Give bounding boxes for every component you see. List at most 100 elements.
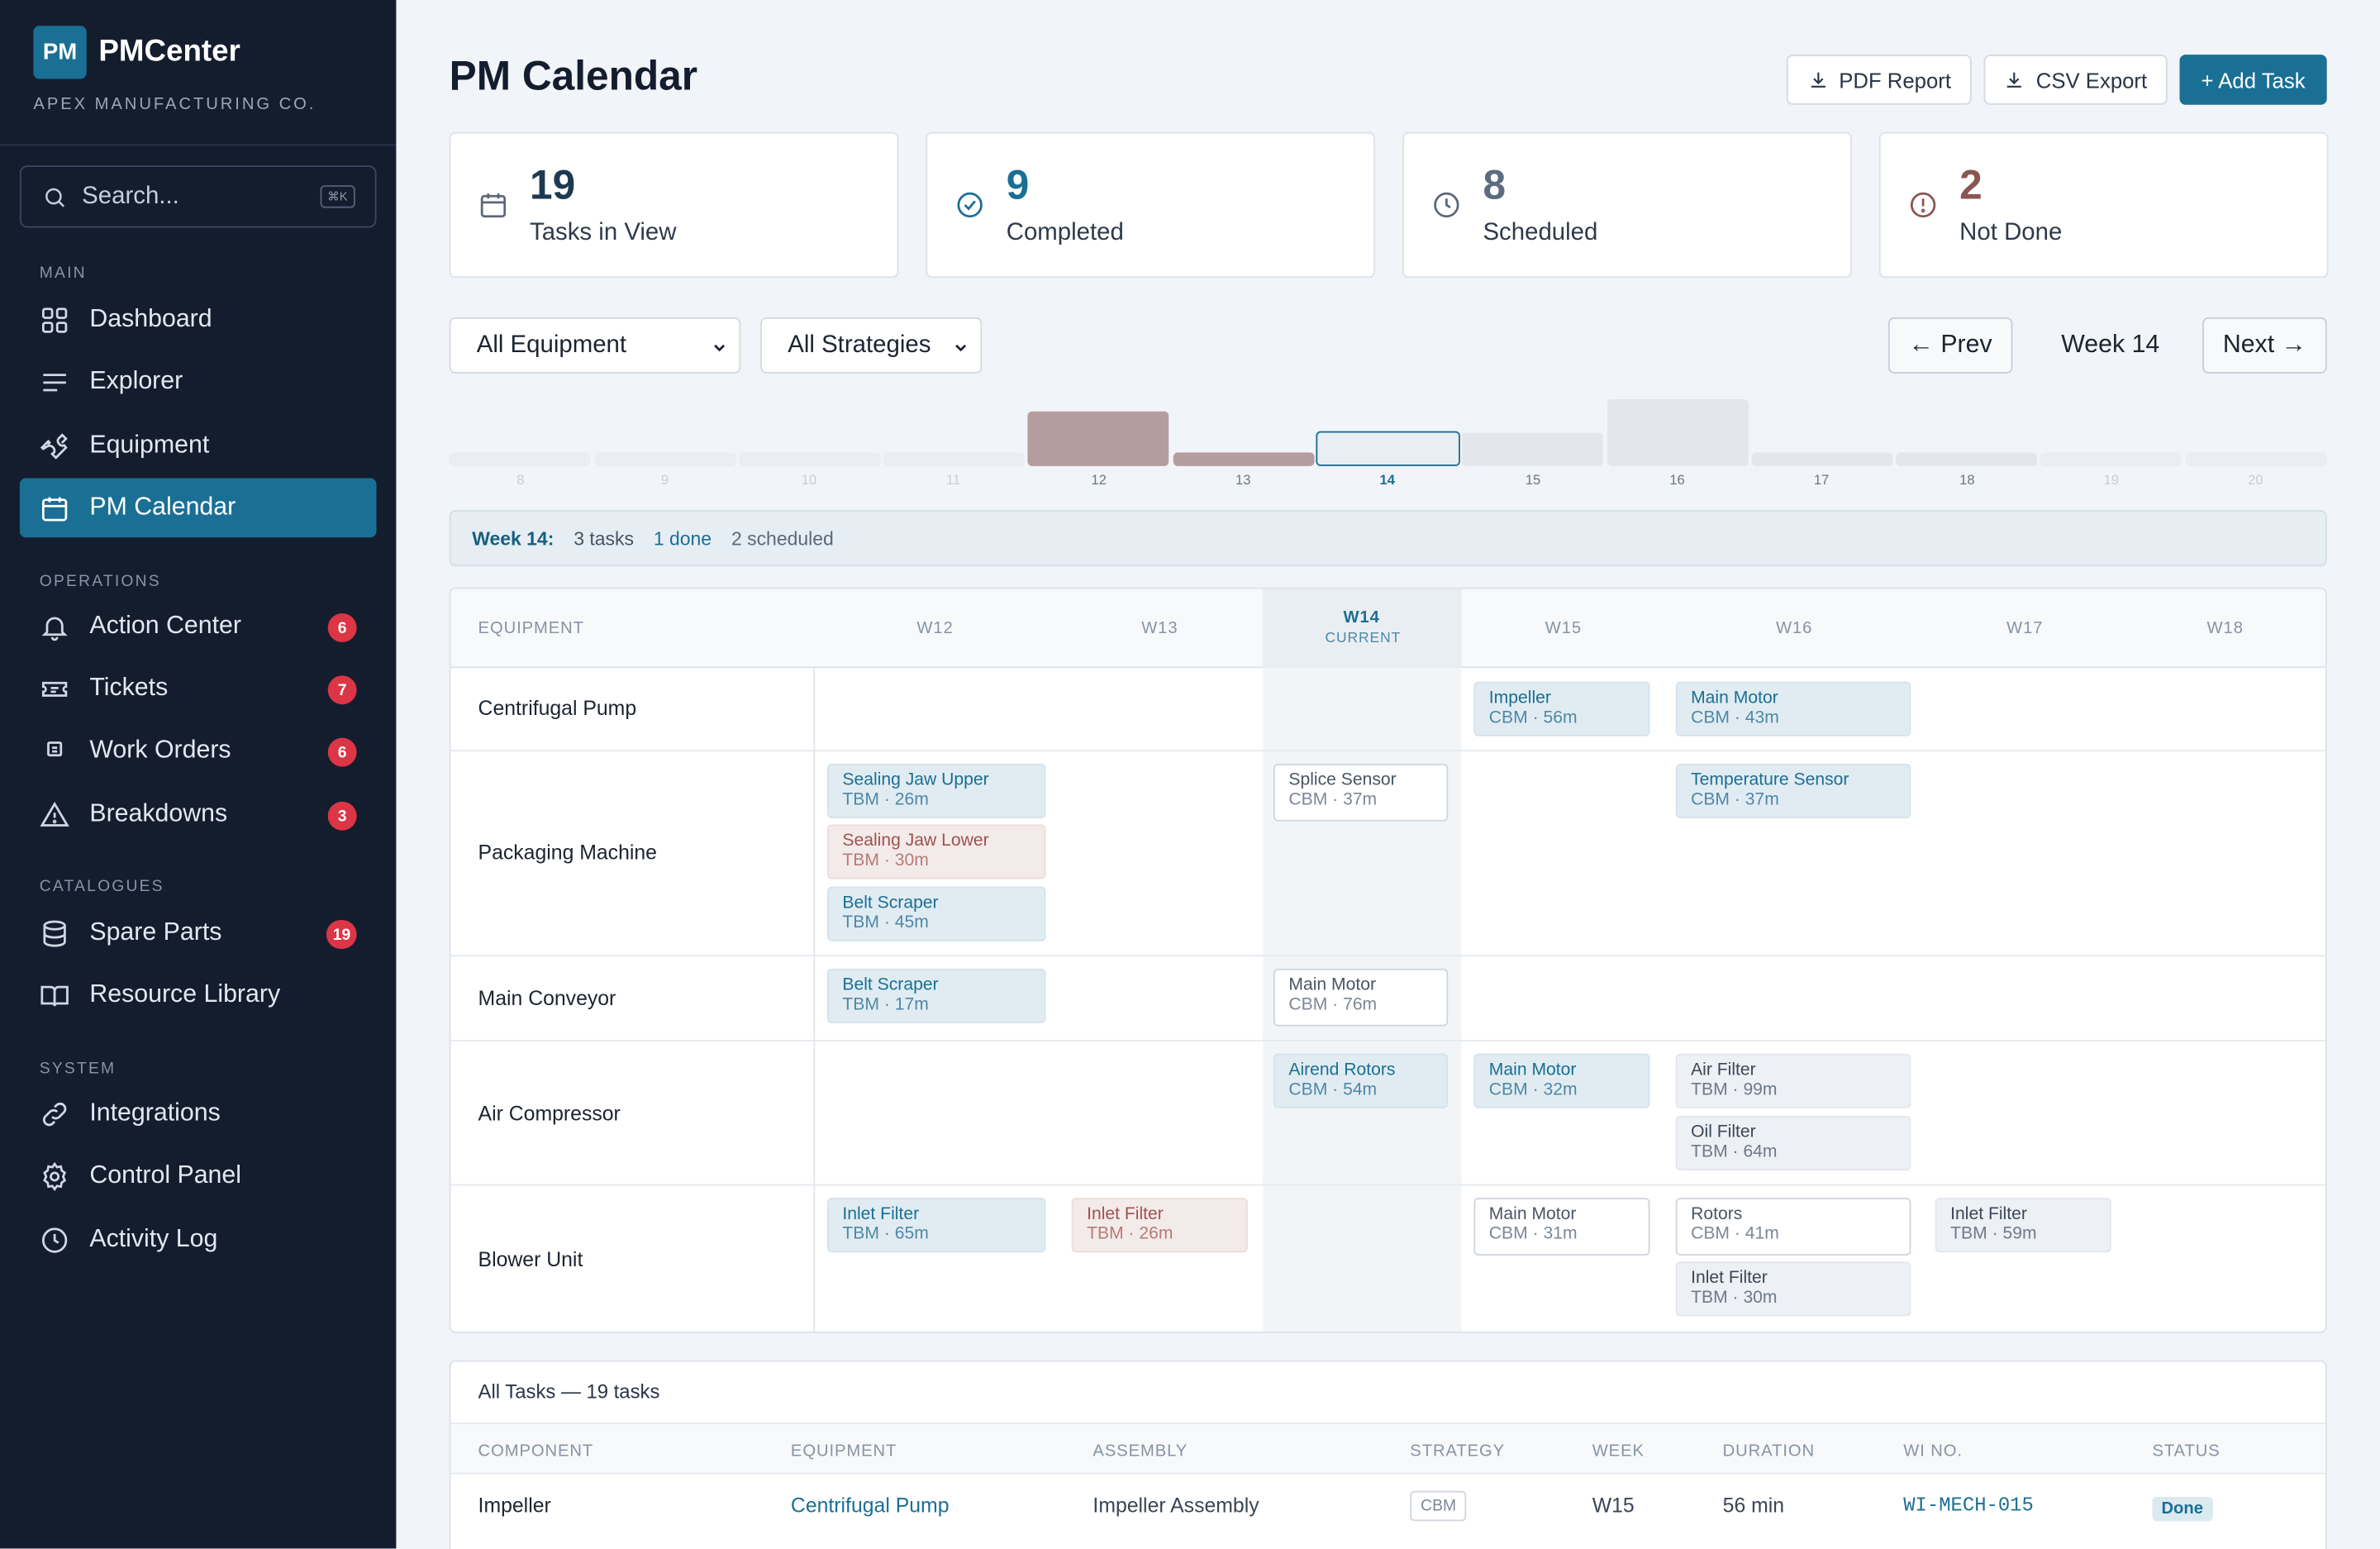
brand-name: PMCenter [98, 35, 240, 69]
grid-icon [41, 307, 68, 332]
cell-wi-link[interactable]: WI-MECH-015 [1903, 1494, 2034, 1517]
sidebar-item-pm-calendar[interactable]: PM Calendar [19, 478, 377, 538]
row-divider [450, 1184, 2325, 1186]
table-header[interactable]: STRATEGY [1410, 1442, 1506, 1461]
equipment-name[interactable]: Air Compressor [478, 1102, 621, 1125]
sidebar-item-dashboard[interactable]: Dashboard [20, 290, 377, 350]
logo[interactable]: PM PMCenter [33, 26, 240, 79]
strategy-filter[interactable]: All Strategies [760, 317, 983, 374]
table-header[interactable]: ASSEMBLY [1092, 1442, 1188, 1461]
add-task-button[interactable]: + Add Task [2179, 55, 2327, 105]
calendar-icon [480, 193, 507, 218]
column-header-equipment: EQUIPMENT [478, 619, 584, 638]
task-chip[interactable]: Belt Scraper TBM · 17m [827, 968, 1046, 1023]
sidebar-item-breakdowns[interactable]: Breakdowns 3 [20, 785, 377, 845]
sidebar-item-action-center[interactable]: Action Center 6 [20, 597, 377, 656]
task-chip-upcoming[interactable]: Air Filter TBM · 99m [1675, 1053, 1911, 1108]
task-chip-upcoming[interactable]: Oil Filter TBM · 64m [1675, 1115, 1911, 1171]
table-header[interactable]: STATUS [2152, 1442, 2221, 1461]
task-meta: TBM · 99m [1691, 1080, 1778, 1099]
week-bar-17[interactable] [1751, 452, 1893, 466]
current-week-header-bg [1263, 589, 1462, 669]
sidebar-item-activity-log[interactable]: Activity Log [20, 1210, 377, 1270]
week-bar-11[interactable] [883, 452, 1025, 466]
week-number-current: 14 [1379, 472, 1395, 488]
task-chip-scheduled[interactable]: Splice Sensor CBM · 37m [1273, 763, 1449, 822]
gear-icon [43, 1161, 67, 1191]
task-name: Main Motor [1288, 975, 1377, 995]
pdf-report-button[interactable]: PDF Report [1786, 55, 1972, 105]
column-header-w14: W14 [1343, 608, 1380, 627]
clipboard-icon [47, 741, 63, 756]
task-chip-upcoming[interactable]: Inlet Filter TBM · 59m [1935, 1198, 2111, 1253]
week-bar-14[interactable] [1316, 431, 1460, 466]
task-name: Belt Scraper [842, 894, 939, 913]
task-chip-scheduled[interactable]: Main Motor CBM · 76m [1273, 968, 1449, 1027]
sidebar-item-work-orders[interactable]: Work Orders 6 [20, 721, 377, 780]
task-chip[interactable]: Main Motor CBM · 43m [1675, 681, 1911, 736]
table-header[interactable]: WEEK [1592, 1442, 1645, 1461]
task-chip-not-done[interactable]: Sealing Jaw Lower TBM · 30m [827, 824, 1046, 879]
task-chip[interactable]: Airend Rotors CBM · 54m [1273, 1053, 1449, 1108]
task-chip[interactable]: Belt Scraper TBM · 45m [827, 886, 1046, 941]
week-bar-20[interactable] [2185, 452, 2327, 466]
prev-week-button[interactable]: ← Prev [1887, 317, 2013, 374]
sidebar-item-tickets[interactable]: Tickets 7 [20, 659, 377, 718]
week-bar-18[interactable] [1896, 452, 2037, 466]
sidebar-item-equipment[interactable]: Equipment [20, 416, 377, 475]
sidebar-item-explorer[interactable]: Explorer [20, 352, 377, 412]
equipment-name[interactable]: Packaging Machine [478, 841, 657, 865]
task-name: Inlet Filter [1691, 1269, 1768, 1288]
sidebar-item-label: Breakdowns [89, 799, 228, 828]
sidebar-item-integrations[interactable]: Integrations [20, 1084, 377, 1143]
table-header[interactable]: WI NO. [1903, 1442, 1963, 1461]
task-meta: CBM · 32m [1488, 1080, 1578, 1099]
sidebar-item-spare-parts[interactable]: Spare Parts 19 [20, 903, 377, 963]
logo-mark: PM [33, 26, 87, 79]
equipment-name[interactable]: Centrifugal Pump [478, 697, 637, 720]
row-divider [450, 1040, 2325, 1041]
sidebar-item-resource-library[interactable]: Resource Library [20, 965, 377, 1025]
task-name: Inlet Filter [1950, 1205, 2027, 1224]
week-number: 20 [2248, 472, 2263, 488]
section-main: MAIN [39, 264, 87, 283]
sidebar-item-control-panel[interactable]: Control Panel [20, 1146, 377, 1206]
week-bar-10[interactable] [739, 452, 881, 466]
warning-icon [40, 800, 69, 827]
task-chip-not-done[interactable]: Inlet Filter TBM · 26m [1071, 1198, 1248, 1253]
task-chip-scheduled[interactable]: Rotors CBM · 41m [1675, 1198, 1911, 1256]
equipment-filter[interactable]: All Equipment [449, 317, 741, 374]
week-bar-9[interactable] [594, 452, 736, 466]
week-bar-16[interactable] [1607, 399, 1749, 466]
task-chip[interactable]: Impeller CBM · 56m [1473, 681, 1650, 736]
table-header[interactable]: COMPONENT [478, 1442, 594, 1461]
section-catalogues: CATALOGUES [39, 877, 164, 896]
csv-export-button[interactable]: CSV Export [1983, 55, 2168, 105]
table-header[interactable]: EQUIPMENT [790, 1442, 897, 1461]
cell-equipment-link[interactable]: Centrifugal Pump [790, 1494, 950, 1517]
next-week-button[interactable]: Next → [2202, 317, 2327, 374]
task-chip-scheduled[interactable]: Main Motor CBM · 31m [1473, 1198, 1650, 1256]
task-chip[interactable]: Inlet Filter TBM · 65m [827, 1198, 1046, 1253]
week-bar-19[interactable] [2040, 452, 2182, 466]
task-name: Main Motor [1488, 1060, 1577, 1080]
task-chip[interactable]: Main Motor CBM · 32m [1473, 1053, 1650, 1108]
task-name: Sealing Jaw Upper [842, 771, 989, 790]
week-bar-8[interactable] [449, 452, 591, 466]
equipment-name[interactable]: Main Conveyor [478, 986, 616, 1010]
equipment-name[interactable]: Blower Unit [478, 1247, 583, 1271]
week-bar-15[interactable] [1461, 432, 1603, 466]
task-chip[interactable]: Sealing Jaw Upper TBM · 26m [827, 763, 1046, 818]
main-content: PM Calendar PDF Report CSV Export + Add … [396, 0, 2380, 1549]
task-chip[interactable]: Temperature Sensor CBM · 37m [1675, 763, 1911, 818]
week-bar-12[interactable] [1027, 411, 1169, 466]
week-bar-13[interactable] [1173, 452, 1315, 466]
search-input[interactable]: Search... ⌘K [19, 165, 377, 228]
sidebar-item-label: PM Calendar [89, 493, 236, 521]
task-chip-upcoming[interactable]: Inlet Filter TBM · 30m [1675, 1261, 1911, 1317]
download-icon [1810, 71, 1825, 87]
stat-card-completed: 9 Completed [926, 131, 1376, 279]
column-header-w13: W13 [1141, 619, 1178, 638]
task-meta: TBM · 65m [842, 1225, 929, 1244]
table-header[interactable]: DURATION [1722, 1442, 1816, 1461]
